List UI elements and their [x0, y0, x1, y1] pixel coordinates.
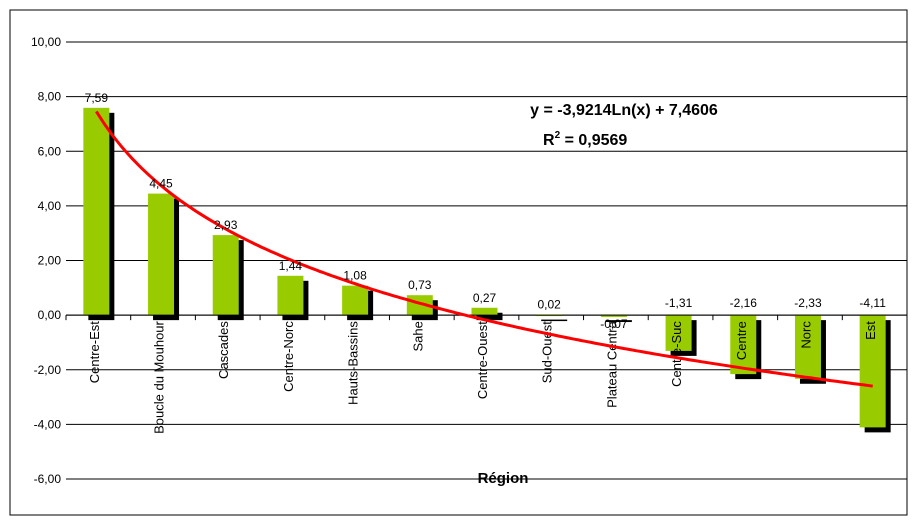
x-axis-title: Région: [478, 470, 529, 487]
data-label: 4,45: [149, 177, 173, 191]
data-label: -2,16: [730, 296, 758, 310]
bar: [83, 107, 110, 316]
data-label: -2,33: [794, 296, 822, 310]
category-label: Centre-Ouest: [475, 321, 490, 399]
bar: [730, 315, 757, 375]
r-squared-exponent: 2: [555, 130, 561, 141]
data-label: 1,44: [279, 259, 303, 273]
data-label: -0,07: [600, 317, 628, 331]
bars: [83, 107, 891, 433]
bar: [859, 315, 886, 428]
bar-shadow: [605, 320, 632, 323]
y-tick-label: -6,00: [34, 472, 62, 486]
y-tick-label: -4,00: [34, 417, 62, 431]
y-tick-label: 4,00: [38, 199, 62, 213]
category-labels: Centre-Est Boucle du Mouhour Cascades Centr…: [87, 320, 878, 434]
bar: [277, 275, 304, 316]
category-label: Est: [863, 321, 878, 340]
y-tick-label: 8,00: [38, 90, 62, 104]
y-tick-label: 2,00: [38, 254, 62, 268]
trendline-curve: [95, 110, 873, 388]
y-tick-label: 6,00: [38, 144, 62, 158]
r-squared-label: R2 = 0,9569: [543, 130, 627, 149]
data-label: 0,02: [538, 298, 562, 312]
category-label: Sahe: [410, 321, 425, 351]
trendline-equation: y = -3,9214Ln(x) + 7,4606: [530, 102, 718, 119]
category-label: Boucle du Mouhour: [152, 320, 167, 433]
bar: [342, 285, 369, 316]
bar-shadow: [476, 312, 503, 321]
y-tick-label: -2,00: [34, 363, 62, 377]
category-label: Norc: [798, 321, 813, 349]
data-label: 0,73: [408, 278, 432, 292]
y-tick-label: 10,00: [31, 35, 61, 49]
r-squared-value: = 0,9569: [560, 132, 627, 149]
zero-axis: [65, 314, 908, 321]
chart-border: [9, 9, 908, 516]
y-tick-label: 0,00: [38, 308, 62, 322]
bar: [665, 315, 692, 351]
category-label: Sud-Ouest: [540, 321, 555, 384]
data-label: 2,93: [214, 218, 238, 232]
y-axis-ticks: 10,00 8,00 6,00 4,00 2,00 0,00 -2,00 -4,00 -6,00: [31, 35, 61, 486]
category-label: Centre-Suc: [669, 321, 684, 387]
bar: [471, 307, 498, 316]
category-label: Cascades: [216, 321, 231, 379]
category-label: Centre-Norc: [281, 321, 296, 392]
bar: [794, 315, 821, 379]
bar-shadow: [541, 319, 568, 322]
data-label: -1,31: [665, 296, 693, 310]
r-squared-prefix: R: [543, 132, 555, 149]
bar: [212, 235, 239, 316]
data-label: -4,11: [859, 296, 886, 310]
data-label: 7,59: [85, 91, 109, 105]
bar: [600, 315, 627, 318]
category-label: Plateau Centra: [604, 320, 619, 407]
data-label: 0,27: [473, 291, 497, 305]
bar: [148, 193, 175, 316]
category-label: Hauts-Bassins: [346, 321, 361, 405]
category-label: Centre: [734, 321, 749, 360]
category-label: Centre-Est: [87, 321, 102, 384]
data-labels: 7,59 4,45 2,93 1,44 1,08 0,73 0,27 0,02 -0,07 -1,…: [85, 91, 887, 331]
trendline: [95, 110, 873, 388]
data-label: 1,08: [343, 269, 367, 283]
